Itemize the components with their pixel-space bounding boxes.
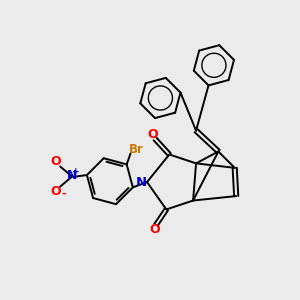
Text: +: + bbox=[72, 167, 80, 176]
Text: O: O bbox=[147, 128, 158, 141]
Text: O: O bbox=[51, 155, 61, 168]
Text: O: O bbox=[51, 185, 61, 198]
Text: N: N bbox=[136, 176, 147, 189]
Text: N: N bbox=[67, 169, 77, 182]
Text: -: - bbox=[61, 189, 66, 199]
Text: Br: Br bbox=[129, 143, 144, 156]
Text: O: O bbox=[149, 223, 160, 236]
